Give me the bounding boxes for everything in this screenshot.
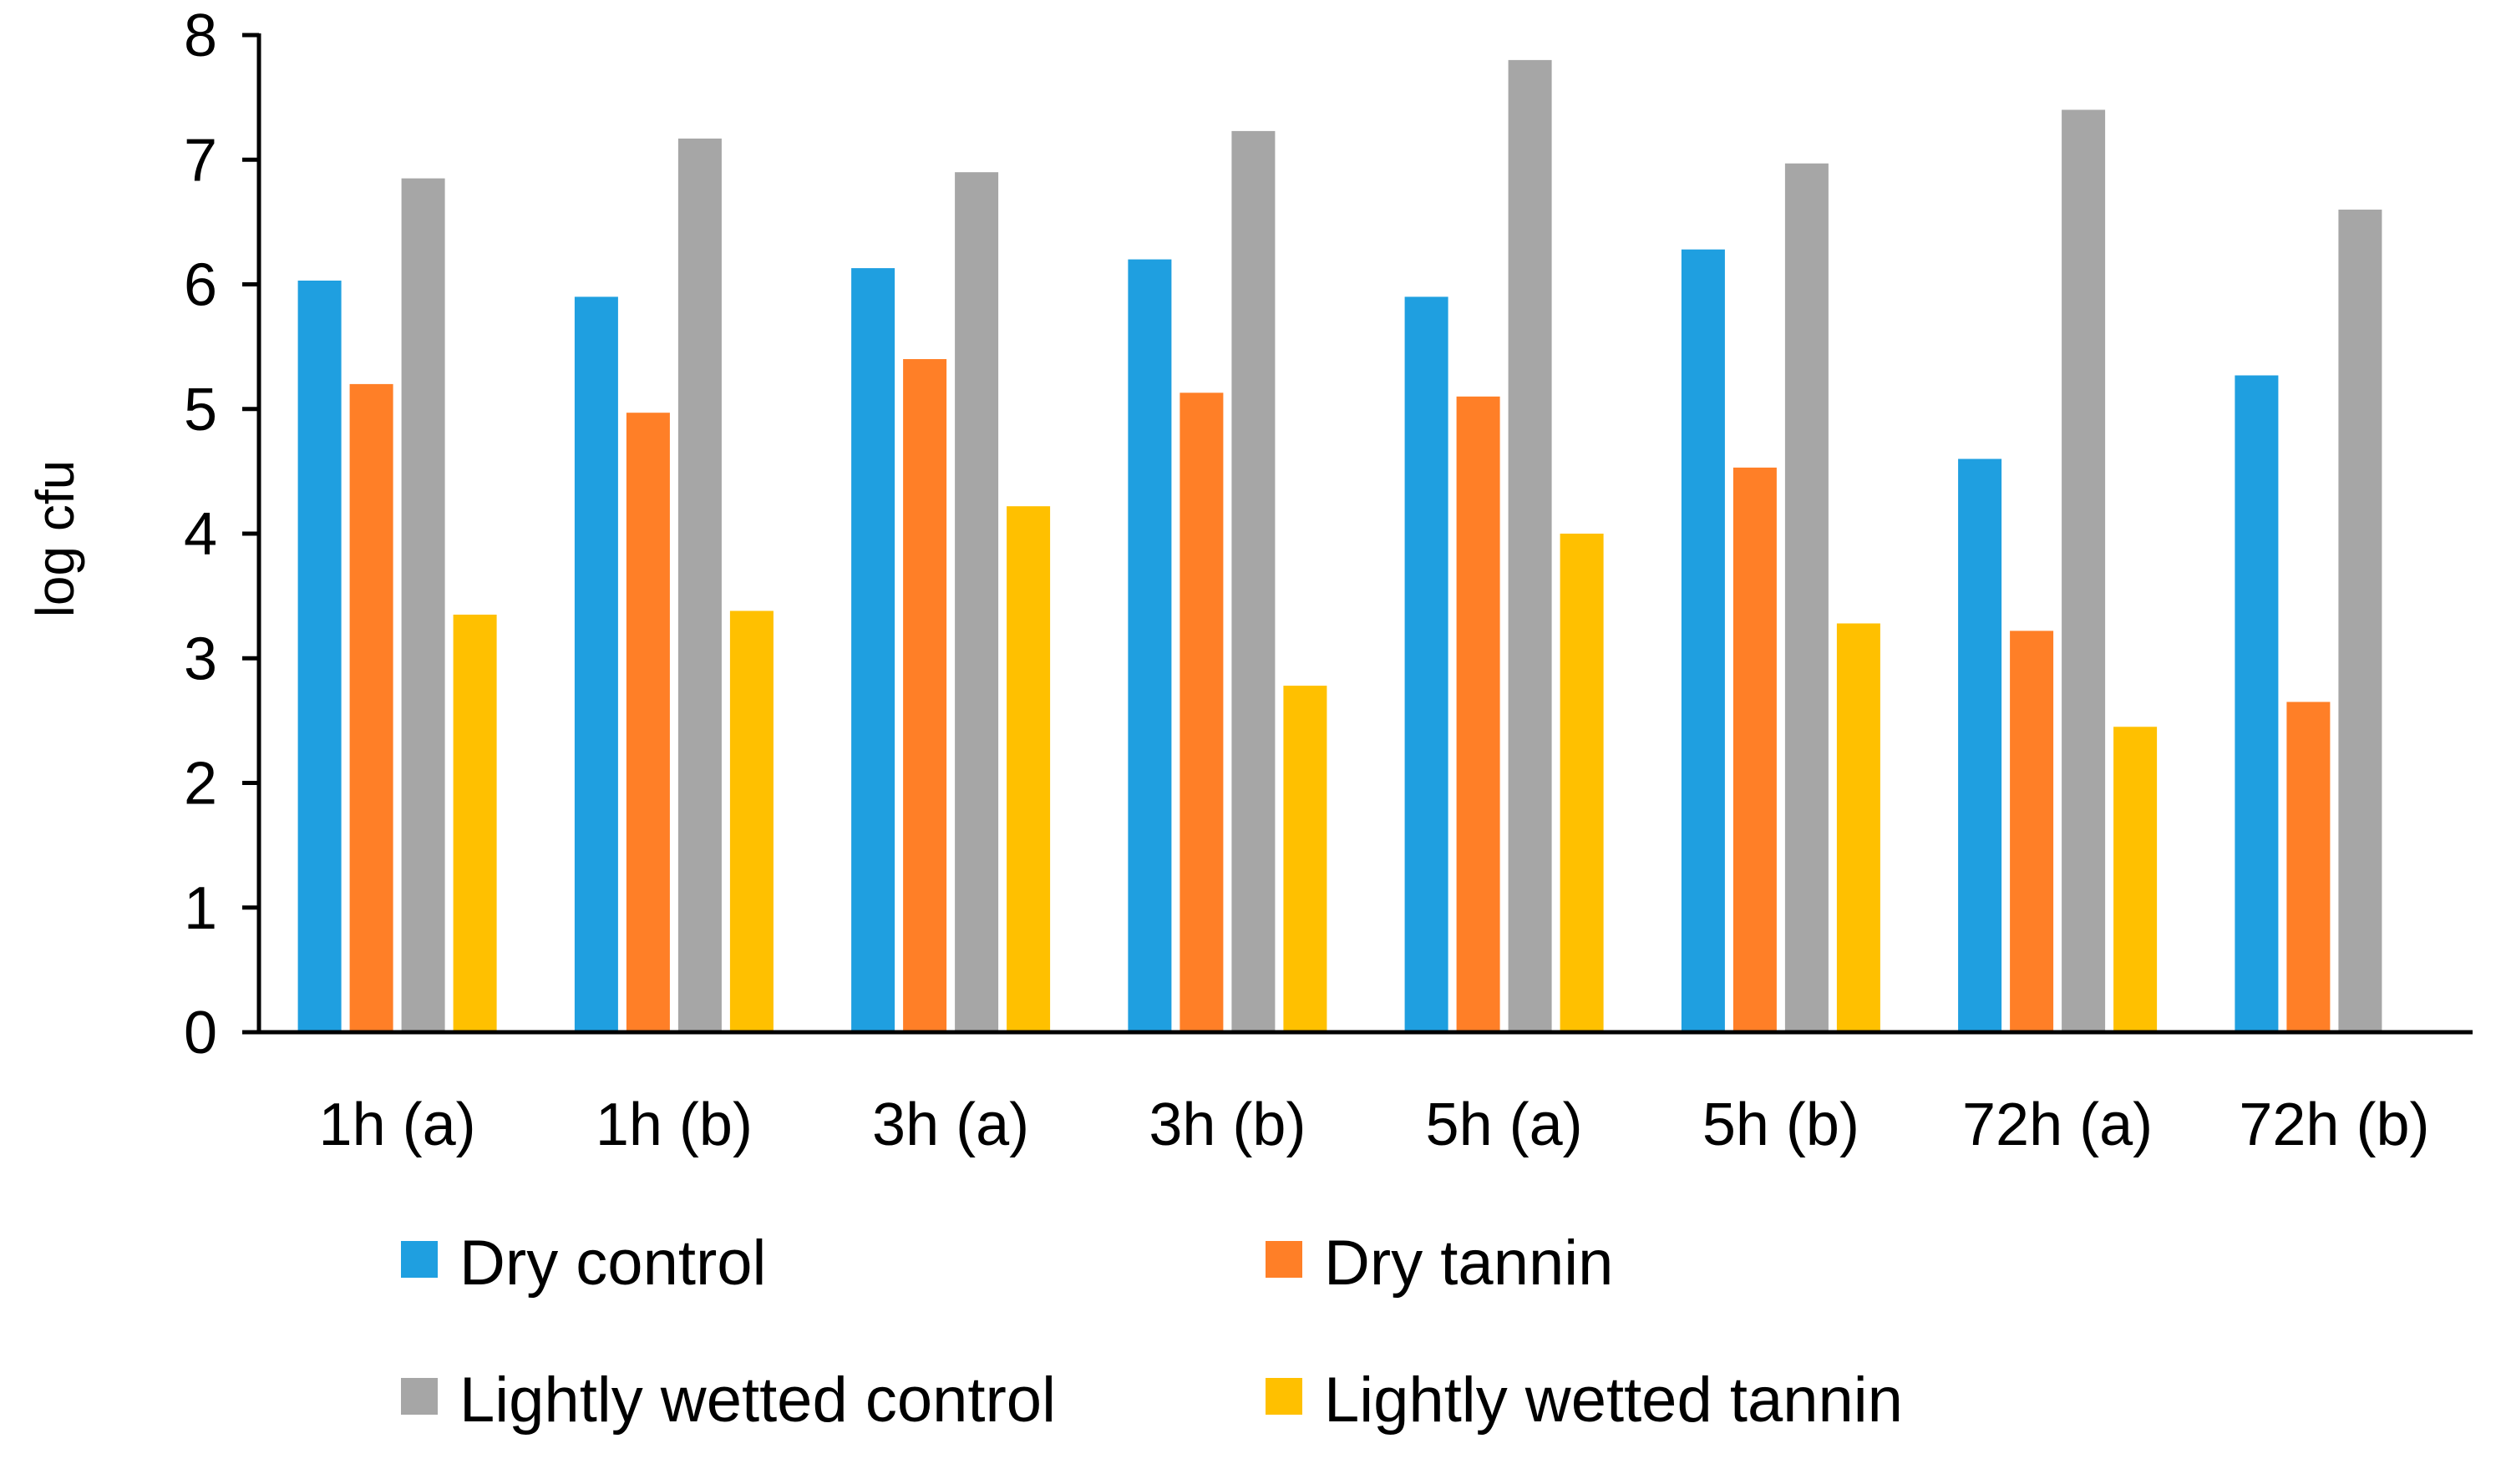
x-tick-label: 72h (b): [2239, 1091, 2429, 1158]
y-tick-label: 3: [184, 626, 217, 692]
x-tick-label: 5h (a): [1426, 1091, 1583, 1158]
y-tick-label: 6: [184, 252, 217, 319]
bar: [2286, 701, 2331, 1032]
y-tick-label: 5: [184, 377, 217, 443]
bar: [626, 413, 670, 1032]
legend-label: Dry control: [459, 1228, 766, 1299]
bar: [1958, 458, 2002, 1032]
bar: [1456, 396, 1500, 1032]
bar: [1283, 686, 1327, 1032]
y-tick-label: 1: [184, 875, 217, 942]
legend-label: Lightly wetted tannin: [1324, 1365, 1903, 1436]
bar: [1179, 393, 1224, 1032]
legend-swatch: [1266, 1378, 1302, 1415]
bar: [2338, 210, 2382, 1032]
bar: [1732, 467, 1777, 1032]
bar: [2010, 631, 2054, 1032]
bar: [349, 383, 393, 1032]
bar: [1128, 259, 1172, 1033]
x-tick-label: 72h (a): [1962, 1091, 2153, 1158]
y-tick-label: 4: [184, 501, 217, 568]
x-tick-label: 3h (a): [872, 1091, 1029, 1158]
bar: [1681, 249, 1725, 1032]
bar: [1404, 296, 1448, 1032]
legend-swatch: [401, 1241, 438, 1278]
y-tick-label: 0: [184, 1000, 217, 1066]
y-tick-label: 7: [184, 127, 217, 194]
bar: [955, 172, 999, 1033]
bar: [1560, 534, 1604, 1032]
x-tick-label: 1h (b): [596, 1091, 753, 1158]
legend-label: Lightly wetted control: [459, 1365, 1056, 1436]
bar: [729, 610, 774, 1032]
bar: [851, 268, 895, 1033]
legend: Dry control Dry tannin Lightly wetted cont…: [401, 1228, 1903, 1436]
bar: [1231, 130, 1276, 1032]
bar: [2113, 727, 2158, 1032]
bar: [574, 296, 618, 1032]
axes-group: 1h (a) 1h (b) 3h (a) 3h (b) 5h (a) 5h (b) 72h …: [184, 3, 2473, 1158]
bar: [1836, 623, 1880, 1032]
legend-label: Dry tannin: [1324, 1228, 1613, 1299]
bar: [1784, 163, 1829, 1033]
bar: [903, 359, 947, 1032]
x-tick-label: 3h (b): [1149, 1091, 1306, 1158]
x-tick-label: 5h (b): [1702, 1091, 1859, 1158]
y-tick-label: 8: [184, 3, 217, 69]
bar: [453, 615, 497, 1032]
bar: [2062, 109, 2106, 1032]
x-tick-label: 1h (a): [319, 1091, 476, 1158]
bar: [297, 281, 342, 1032]
bar: [2235, 375, 2279, 1032]
bar: [677, 138, 722, 1032]
bar: [401, 178, 445, 1033]
y-axis-title: log cfu: [25, 460, 85, 618]
bars-group: [297, 59, 2382, 1033]
legend-swatch: [401, 1378, 438, 1415]
legend-swatch: [1266, 1241, 1302, 1278]
bar: [1007, 506, 1051, 1032]
bar: [1508, 59, 1552, 1032]
y-tick-label: 2: [184, 751, 217, 818]
